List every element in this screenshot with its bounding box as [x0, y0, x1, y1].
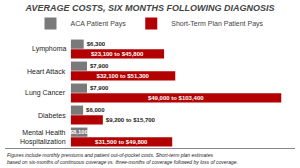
- svg-text:AVERAGE COSTS, SIX MONTHS FOLL: AVERAGE COSTS, SIX MONTHS FOLLOWING DIAG…: [25, 3, 275, 13]
- svg-text:$7,900: $7,900: [90, 85, 109, 91]
- svg-text:$23,100 to $45,800: $23,100 to $45,800: [91, 51, 144, 57]
- svg-text:Diabetes: Diabetes: [38, 112, 66, 119]
- svg-text:$31,500 to $49,800: $31,500 to $49,800: [95, 139, 148, 145]
- svg-text:$7,900: $7,900: [90, 63, 109, 69]
- svg-text:Short-Term Plan Patient Pays: Short-Term Plan Patient Pays: [171, 20, 263, 28]
- svg-text:$8,100: $8,100: [70, 129, 89, 135]
- svg-text:Lymphoma: Lymphoma: [32, 45, 66, 53]
- svg-text:$32,100 to $51,300: $32,100 to $51,300: [97, 73, 150, 79]
- svg-text:ACA Patient Pays: ACA Patient Pays: [71, 20, 127, 28]
- svg-text:$6,000: $6,000: [86, 107, 105, 113]
- svg-text:Figures include monthly premiu: Figures include monthly premiums and pat…: [7, 152, 238, 165]
- svg-text:Heart Attack: Heart Attack: [27, 68, 66, 75]
- svg-text:$9,200 to $15,700: $9,200 to $15,700: [106, 117, 156, 123]
- svg-text:$49,000 to $103,400: $49,000 to $103,400: [148, 95, 204, 101]
- svg-text:Lung Cancer: Lung Cancer: [25, 89, 66, 97]
- svg-text:Mental HealthHospitalization: Mental HealthHospitalization: [20, 129, 66, 146]
- svg-text:$6,300: $6,300: [87, 41, 106, 47]
